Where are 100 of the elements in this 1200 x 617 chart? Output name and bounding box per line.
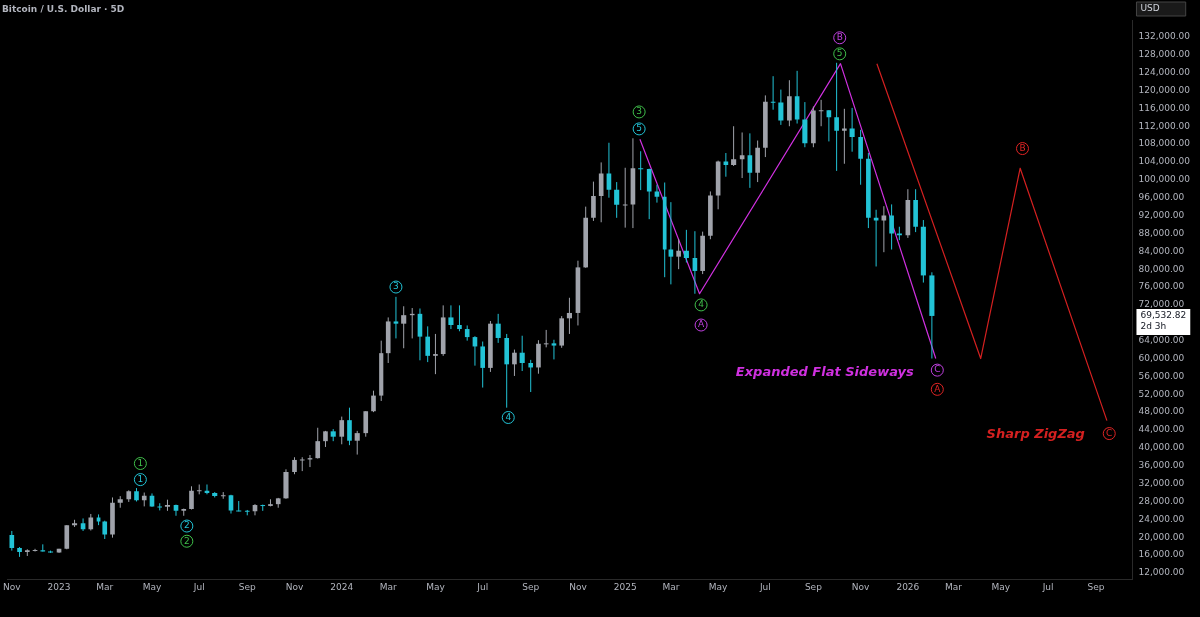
candlestick [495,313,501,344]
annotation: 3 [393,281,399,292]
candlestick [622,167,628,229]
candlestick [551,339,557,360]
y-tick-label: 60,000.00 [1138,352,1185,363]
candlestick [778,89,784,126]
y-tick-label: 20,000.00 [1138,531,1185,542]
y-tick-label: 112,000.00 [1138,120,1191,131]
annotation: B [836,32,843,43]
series-label: Expanded Flat Sideways [735,363,915,379]
candlestick [654,184,660,204]
annotation: C [934,364,941,375]
chart-title: Bitcoin / U.S. Dollar · 5D [2,3,125,14]
candlestick [834,62,839,172]
x-tick-label: May [991,581,1011,592]
candlestick [9,530,15,552]
candlestick [512,349,517,377]
y-tick-label: 32,000.00 [1138,477,1185,488]
candlestick [676,238,681,270]
candlestick [614,181,620,219]
y-tick-label: 52,000.00 [1138,388,1185,399]
annotation: A [934,383,942,394]
y-tick-label: 40,000.00 [1138,442,1185,453]
y-tick-label: 56,000.00 [1138,370,1185,381]
y-tick-label: 64,000.00 [1138,335,1185,345]
candlestick [802,101,808,148]
y-tick-label: 76,000.00 [1138,281,1185,292]
y-tick-label: 16,000.00 [1138,549,1185,560]
y-tick-label: 44,000.00 [1138,424,1185,435]
x-tick-label: Mar [96,581,114,592]
y-tick-label: 48,000.00 [1138,406,1185,417]
candlestick [393,296,399,339]
x-tick-label: Jul [476,581,489,592]
candlestick [683,229,689,263]
y-tick-label: 132,000.00 [1138,31,1191,42]
y-tick-label: 120,000.00 [1138,84,1191,95]
candlestick [849,107,855,153]
x-tick-label: Sep [804,581,823,592]
annotation: A [698,319,705,330]
x-tick-label: Sep [238,581,257,592]
candlestick [196,484,202,495]
candlestick [347,407,352,446]
candlestick [425,325,431,363]
y-tick-label: 80,000.00 [1138,263,1185,274]
x-tick-label: May [142,581,162,592]
annotation: 1 [137,473,144,484]
candlestick [858,129,863,186]
y-tick-label: 100,000.00 [1138,174,1191,185]
annotation: 3 [636,106,642,117]
y-tick-label: 24,000.00 [1138,513,1185,524]
annotation: 4 [698,299,705,310]
candlestick [731,125,737,167]
y-tick-label: 36,000.00 [1138,460,1185,471]
x-tick-label: May [708,581,729,592]
x-tick-label: Jul [192,581,205,592]
x-tick-label: Mar [945,581,963,592]
y-tick-label: 96,000.00 [1138,192,1185,203]
x-tick-label: Nov [851,581,871,592]
annotation: 1 [137,457,144,468]
candlestick [543,329,549,348]
x-tick-label: 2024 [330,581,354,592]
y-tick-label: 72,000.00 [1138,299,1185,310]
x-tick-label: Sep [522,581,540,592]
candlestick [519,335,525,372]
x-tick-label: Jul [1041,581,1054,592]
annotation: 4 [505,411,512,422]
candlestick [102,520,108,540]
candlestick [889,203,894,251]
y-tick-label: 88,000.00 [1138,227,1185,238]
candlestick [189,485,194,511]
y-tick-label: 92,000.00 [1138,209,1185,220]
y-tick-label: 128,000.00 [1138,49,1191,60]
text: 69,532.82 2d 3h [1140,309,1187,331]
candlestick [646,168,652,220]
candlestick [354,430,360,456]
annotation: B [1019,142,1026,153]
candlestick [339,416,345,445]
candlestick [566,297,572,335]
x-tick-label: 2026 [896,581,920,592]
annotation: 5 [836,48,843,59]
x-tick-label: 2023 [47,581,71,592]
candlestick [528,359,534,393]
candlestick [401,305,407,349]
series-label: Sharp ZigZag [986,425,1085,441]
candlestick [371,390,376,413]
candlestick [363,410,369,438]
candlestick [433,333,438,375]
y-tick-label: 84,000.00 [1138,245,1185,256]
candlestick [842,108,847,165]
y-tick-label: 108,000.00 [1138,138,1191,149]
annotation: 2 [183,535,190,546]
candlestick [638,150,644,191]
x-tick-label: Sep [1087,581,1105,592]
x-tick-label: Mar [662,581,680,592]
candlestick [448,304,454,330]
x-tick-label: Nov [3,581,22,592]
candlestick [64,524,70,550]
y-tick-label: 12,000.00 [1138,567,1185,578]
x-tick-label: Nov [569,581,588,592]
candlestick [299,456,305,472]
